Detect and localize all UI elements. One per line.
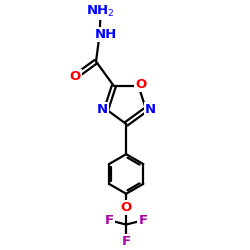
Text: N: N [145,103,156,116]
Text: F: F [122,235,131,248]
Text: NH$_2$: NH$_2$ [86,4,115,19]
Text: O: O [120,201,132,214]
Text: N: N [96,103,108,116]
Text: F: F [138,214,147,227]
Text: O: O [70,70,81,83]
Text: F: F [105,214,114,227]
Text: O: O [135,78,146,90]
Text: NH: NH [95,28,117,41]
